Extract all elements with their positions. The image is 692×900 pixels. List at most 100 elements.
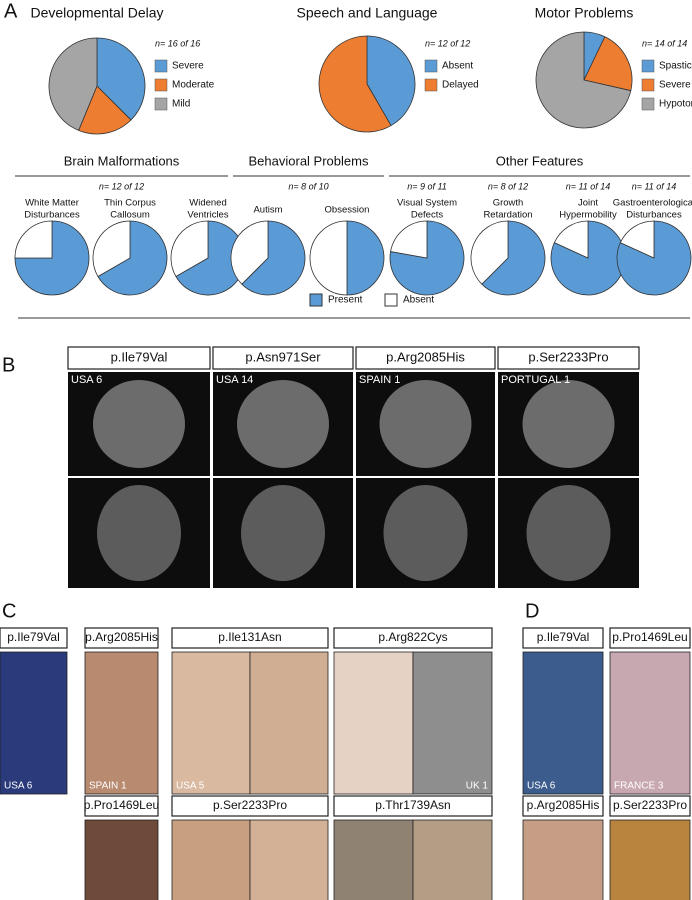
pie-note: n= 11 of 14 (632, 181, 677, 191)
legend-label: Hypotonia (659, 99, 692, 110)
pie-slice (553, 220, 589, 259)
variant-label: p.Ile131Asn (218, 630, 281, 644)
photo (333, 651, 414, 795)
pie-label: Disturbances (626, 210, 682, 221)
pie-label: White Matter (25, 198, 79, 209)
panel-label: B (2, 354, 15, 376)
panel-label: D (525, 600, 539, 622)
photo (609, 651, 691, 795)
header-box (497, 346, 640, 370)
variant-label: p.Ser2233Pro (613, 798, 687, 812)
legend-swatch (154, 59, 168, 73)
panel-label: A (4, 0, 18, 22)
pie-slice (366, 35, 416, 127)
pie-label: Gastroenterological (613, 198, 692, 209)
pie-label: Callosum (110, 210, 150, 221)
chart-title: Motor Problems (535, 5, 634, 21)
patient-label: SPAIN 1 (359, 374, 400, 386)
pie-label: Defects (411, 210, 443, 221)
legend-label: Delayed (442, 80, 479, 91)
header-box (522, 795, 604, 817)
variant-label: p.Arg2085His (386, 349, 465, 364)
variant-label: p.Asn971Ser (245, 349, 321, 364)
legend-swatch (384, 293, 398, 307)
pie-label: Widened (189, 198, 227, 209)
pie-slice (318, 35, 392, 133)
pie-slice (230, 220, 269, 285)
header-box (67, 346, 211, 370)
photo (412, 651, 493, 795)
variant-label: p.Arg2085His (527, 798, 600, 812)
variant-label: p.Ile79Val (7, 630, 59, 644)
patient-label: SPAIN 1 (89, 781, 127, 792)
pie-slice (481, 220, 546, 296)
pie-label: Retardation (483, 210, 532, 221)
chart-note: n= 12 of 12 (425, 38, 470, 48)
legend-label: Spastic Quadriplegia (659, 61, 692, 72)
legend-label: Absent (403, 295, 434, 306)
photo (0, 651, 68, 795)
header-box (333, 795, 493, 817)
pie-label: Visual System (397, 198, 457, 209)
mri-scan (93, 380, 185, 468)
group-title: Other Features (496, 153, 584, 168)
chart-note: n= 16 of 16 (155, 38, 200, 48)
group-note: n= 8 of 10 (288, 181, 328, 191)
photo (522, 651, 604, 795)
legend-label: Mild (172, 99, 190, 110)
header-box (355, 346, 496, 370)
pie-slice (96, 37, 146, 121)
pie-slice (619, 220, 655, 259)
photo (84, 819, 159, 900)
legend-label: Severe Hypotonia (659, 80, 692, 91)
legend-label: Present (328, 295, 363, 306)
pie-slice (14, 220, 90, 296)
panel-label: C (2, 600, 16, 622)
legend-swatch (424, 59, 438, 73)
legend-label: Severe (172, 61, 204, 72)
patient-label: UK 1 (466, 781, 489, 792)
legend-label: Moderate (172, 80, 215, 91)
header-box (609, 627, 691, 649)
header-box (609, 795, 691, 817)
pie-label: Disturbances (24, 210, 80, 221)
pie-slice (78, 85, 132, 135)
header-box (522, 627, 604, 649)
legend-swatch (641, 78, 655, 92)
photo (84, 651, 159, 795)
photo (171, 819, 251, 900)
pie-label: Growth (493, 198, 524, 209)
mri-scan (97, 485, 181, 581)
header-box (212, 346, 354, 370)
mri-scan (526, 485, 611, 581)
pie-label: Hypermobility (559, 210, 617, 221)
photo (249, 651, 329, 795)
pie-slice (170, 220, 209, 278)
variant-label: p.Ser2233Pro (213, 798, 287, 812)
header-box (84, 627, 159, 649)
group-title: Brain Malformations (64, 153, 180, 168)
group-note: n= 12 of 12 (99, 181, 144, 191)
photo (522, 819, 604, 900)
patient-label: USA 14 (216, 374, 253, 386)
pie-slice (14, 220, 53, 259)
variant-label: p.Ile79Val (537, 630, 589, 644)
header-box (171, 627, 329, 649)
header-box (171, 795, 329, 817)
mri-scan (379, 380, 472, 468)
mri-scan (237, 380, 329, 468)
chart-note: n= 14 of 14 (642, 38, 687, 48)
pie-slice (48, 37, 98, 131)
header-box (84, 795, 159, 817)
pie-label: Autism (253, 205, 282, 216)
variant-label: p.Ile79Val (111, 349, 168, 364)
photo (412, 819, 493, 900)
patient-label: USA 6 (4, 781, 33, 792)
variant-label: p.Arg2085His (85, 630, 158, 644)
pie-note: n= 9 of 11 (407, 181, 447, 191)
variant-label: p.Pro1469Leu (84, 798, 159, 812)
pie-slice (535, 31, 632, 129)
photo (609, 819, 691, 900)
